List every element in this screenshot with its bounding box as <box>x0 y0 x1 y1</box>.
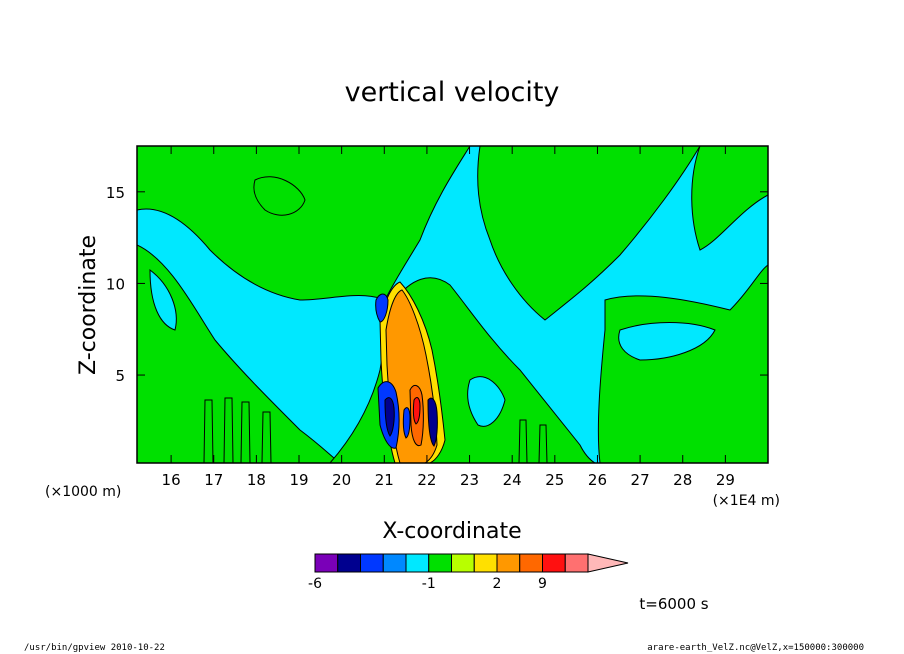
colorbar-extend-max <box>587 553 629 573</box>
colorbar-label: -1 <box>422 576 436 592</box>
x-tick-label: 23 <box>460 471 479 489</box>
colorbar-segment <box>360 553 384 573</box>
x-tick-label: 17 <box>204 471 223 489</box>
colorbar-segment <box>496 553 521 573</box>
colorbar-segment <box>337 553 361 573</box>
x-tick-label: 27 <box>631 471 650 489</box>
downdraft-regions <box>375 293 438 449</box>
y-tick-label: 15 <box>106 184 125 202</box>
chart-title: vertical velocity <box>345 77 560 108</box>
x-tick-label: 20 <box>332 471 351 489</box>
positive-weak-regions <box>137 146 768 463</box>
x-axis: 16 17 18 19 20 21 22 23 24 25 26 27 28 29 <box>162 146 735 489</box>
colorbar-label: 2 <box>493 576 502 592</box>
colorbar: -6 -1 2 9 <box>308 553 629 592</box>
x-tick-label: 21 <box>375 471 394 489</box>
x-tick-label: 16 <box>162 471 181 489</box>
footer-right: arare-earth_VelZ.nc@VelZ,x=150000:300000 <box>647 643 864 653</box>
x-tick-label: 28 <box>673 471 692 489</box>
colorbar-segment <box>473 553 498 573</box>
x-tick-label: 25 <box>545 471 564 489</box>
x-tick-label: 18 <box>247 471 266 489</box>
negative-pockets <box>149 268 716 427</box>
y-axis-title: Z-coordinate <box>76 235 101 375</box>
x-axis-title: X-coordinate <box>382 519 521 544</box>
x-tick-label: 26 <box>588 471 607 489</box>
y-tick-label: 5 <box>115 367 125 385</box>
contour-field <box>137 146 768 463</box>
x-unit-label: (×1E4 m) <box>713 493 780 509</box>
colorbar-segment <box>519 553 543 573</box>
colorbar-segment <box>451 553 475 573</box>
y-axis: 5 10 15 <box>106 184 768 385</box>
x-tick-label: 24 <box>503 471 522 489</box>
y-unit-label: (×1000 m) <box>45 484 121 500</box>
footer-left: /usr/bin/gpview 2010-10-22 <box>24 643 165 653</box>
x-tick-label: 29 <box>716 471 735 489</box>
colorbar-segment <box>382 553 407 573</box>
colorbar-segment <box>428 553 452 573</box>
colorbar-segment <box>564 553 589 573</box>
colorbar-segment <box>314 553 339 573</box>
x-tick-label: 22 <box>417 471 436 489</box>
colorbar-segment <box>405 553 430 573</box>
colorbar-segment <box>542 553 566 573</box>
x-tick-label: 19 <box>289 471 308 489</box>
y-tick-label: 10 <box>106 275 125 293</box>
colorbar-label: -6 <box>308 576 322 592</box>
plot-frame <box>136 145 769 464</box>
time-annotation: t=6000 s <box>639 595 708 613</box>
colorbar-label: 9 <box>538 576 547 592</box>
